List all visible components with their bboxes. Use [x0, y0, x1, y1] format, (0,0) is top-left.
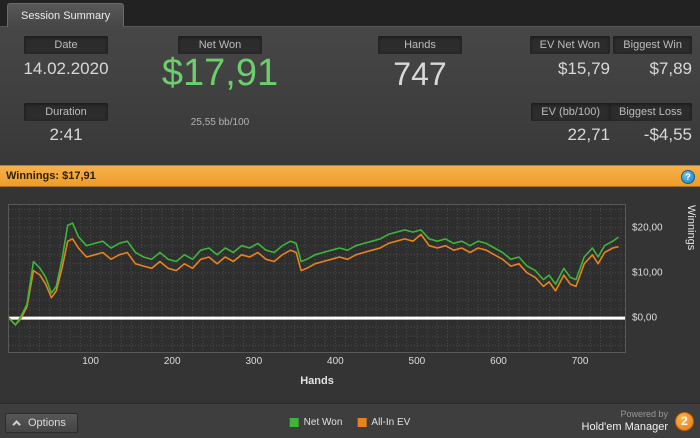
net-won-value: $17,91 — [161, 52, 279, 94]
x-tick-label: 300 — [245, 356, 263, 367]
y-tick-label: $10,00 — [632, 267, 663, 279]
ev-bb100-label: EV (bb/100) — [531, 103, 610, 121]
ev-net-won-value: $15,79 — [558, 59, 610, 78]
legend-swatch — [289, 418, 299, 427]
tab-session-summary[interactable]: Session Summary — [7, 3, 125, 28]
date-label: Date — [24, 36, 108, 54]
powered-by-text: Powered by Hold'em Manager — [582, 408, 668, 434]
net-won-label: Net Won — [178, 36, 262, 54]
chart-legend: Net Won All-In EV — [289, 417, 410, 428]
x-tick-label: 700 — [571, 356, 589, 367]
chevron-up-icon — [12, 420, 21, 429]
net-won-bb100: 25,55 bb/100 — [190, 117, 250, 128]
y-tick-label: $0,00 — [632, 312, 658, 324]
y-axis-title: Winnings — [685, 205, 697, 251]
help-icon[interactable]: ? — [681, 170, 695, 184]
powered-by: Powered by Hold'em Manager 2 — [582, 408, 694, 434]
chart-panel: 100 200 300 400 500 600 700 $20,00 $10,00 $0,00 … — [0, 187, 700, 403]
powered-by-label: Powered by — [620, 409, 668, 419]
brand-name: Hold'em Manager — [581, 421, 668, 433]
biggest-win-label: Biggest Win — [613, 36, 692, 54]
options-button-label: Options — [28, 417, 66, 429]
x-tick-label: 200 — [163, 356, 181, 367]
x-tick-label: 400 — [327, 356, 344, 367]
legend-label: All-In EV — [371, 417, 411, 428]
x-tick-label: 500 — [408, 356, 426, 367]
legend-item-all-in-ev: All-In EV — [357, 417, 410, 428]
series-line-net-won — [9, 222, 619, 326]
session-stats-panel: Date 14.02.2020 Duration 2:41 Net Won $1… — [0, 27, 700, 165]
hands-label: Hands — [378, 36, 462, 54]
hem2-logo: 2 — [675, 411, 694, 431]
ev-net-won-label: EV Net Won — [529, 36, 610, 54]
x-tick-label: 100 — [82, 356, 99, 367]
y-tick-label: $20,00 — [632, 222, 663, 234]
series-line-all-in-ev — [9, 233, 619, 326]
y-axis-ticks: $20,00 $10,00 $0,00 — [632, 205, 678, 352]
date-value: 14.02.2020 — [23, 59, 109, 78]
biggest-loss-label: Biggest Loss — [609, 103, 692, 121]
legend-swatch — [357, 418, 367, 427]
biggest-loss-value: -$4,55 — [643, 125, 692, 144]
footer-bar: Options Net Won All-In EV Powered by Hold… — [0, 403, 700, 438]
biggest-win-value: $7,89 — [649, 59, 692, 78]
legend-label: Net Won — [303, 417, 343, 428]
winnings-header-text: Winnings: $17,91 — [6, 170, 96, 182]
options-button[interactable]: Options — [5, 413, 78, 433]
winnings-chart[interactable] — [8, 204, 626, 353]
tab-bar: Session Summary — [0, 0, 700, 28]
duration-value: 2:41 — [49, 125, 83, 144]
x-tick-label: 600 — [490, 356, 507, 367]
duration-label: Duration — [24, 103, 108, 121]
x-axis-ticks: 100 200 300 400 500 600 700 — [9, 356, 625, 369]
legend-item-net-won: Net Won — [289, 417, 343, 428]
hands-value: 747 — [393, 56, 447, 92]
ev-bb100-value: 22,71 — [567, 125, 610, 144]
chart-gridlines — [9, 205, 625, 352]
x-axis-title: Hands — [300, 375, 334, 387]
winnings-header-bar: Winnings: $17,91 ? — [0, 165, 700, 187]
